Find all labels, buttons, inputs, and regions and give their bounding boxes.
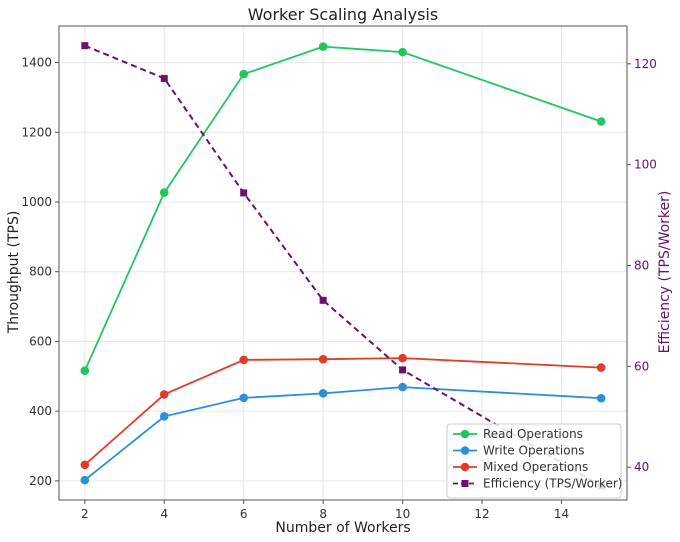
series-2 — [80, 353, 606, 470]
y2-tick-label: 100 — [634, 158, 657, 172]
data-point — [239, 393, 248, 403]
series-line — [84, 357, 602, 466]
x-tick-label: 2 — [81, 507, 89, 521]
series-line — [84, 44, 602, 487]
legend-item: Read Operations — [453, 427, 583, 441]
y2-tick-label: 80 — [634, 259, 649, 273]
y2-tick-label: 40 — [634, 460, 649, 474]
x-tick-label: 14 — [554, 507, 569, 521]
legend-swatch-marker — [461, 480, 469, 487]
y-axis-right: 40 60 80 100 120 — [627, 57, 657, 474]
y2-axis-title: Efficiency (TPS/Worker) — [657, 191, 673, 354]
data-point — [319, 296, 327, 304]
x-tick-label: 6 — [240, 507, 248, 521]
data-point — [159, 412, 169, 421]
legend-label: Read Operations — [483, 427, 583, 441]
y-tick-label: 1200 — [21, 125, 52, 139]
legend-label: Efficiency (TPS/Worker) — [483, 477, 622, 491]
y-tick-label: 400 — [29, 404, 52, 418]
x-tick-label: 4 — [160, 507, 168, 521]
legend-label: Write Operations — [483, 444, 584, 458]
data-point — [596, 393, 606, 403]
y-tick-label: 1400 — [21, 56, 52, 70]
legend-item: Write Operations — [453, 444, 584, 458]
data-point — [318, 42, 328, 51]
chart-title: Worker Scaling Analysis — [248, 5, 438, 24]
legend-label: Mixed Operations — [483, 460, 588, 474]
legend-item: Efficiency (TPS/Worker) — [453, 477, 622, 491]
data-point — [159, 390, 169, 399]
legend-swatch-marker — [460, 446, 470, 455]
series-layer — [80, 42, 606, 490]
y-axis-left: 200 400 600 800 1000 1200 1400 — [21, 56, 59, 488]
series-3 — [81, 42, 605, 490]
series-0 — [80, 42, 606, 375]
y2-tick-label: 60 — [634, 359, 649, 373]
data-point — [80, 366, 90, 375]
y-tick-label: 800 — [29, 265, 52, 279]
series-line — [83, 45, 602, 372]
data-point — [239, 69, 248, 79]
data-point — [160, 74, 168, 82]
y-tick-label: 600 — [29, 334, 52, 348]
legend-item: Mixed Operations — [453, 460, 588, 474]
data-point — [318, 389, 328, 398]
data-point — [596, 363, 606, 372]
y2-tick-label: 120 — [634, 57, 657, 71]
data-point — [398, 382, 407, 392]
legend-swatch-marker — [460, 429, 470, 439]
data-point — [398, 47, 407, 57]
data-point — [80, 475, 90, 485]
x-axis: 2 4 6 8 10 12 14 — [81, 500, 569, 521]
x-axis-title: Number of Workers — [275, 520, 410, 536]
data-point — [239, 355, 248, 365]
x-tick-label: 8 — [319, 507, 327, 521]
y-tick-label: 200 — [29, 474, 52, 488]
data-point — [399, 366, 407, 374]
grid — [59, 26, 627, 500]
data-point — [318, 354, 328, 364]
data-point — [80, 460, 90, 470]
legend-box — [446, 423, 622, 499]
data-point — [81, 42, 89, 50]
legend-swatch-marker — [460, 462, 470, 472]
x-tick-label: 10 — [395, 507, 410, 521]
y-tick-label: 1000 — [21, 195, 52, 209]
x-tick-label: 12 — [474, 507, 489, 521]
data-point — [240, 189, 248, 197]
data-point — [398, 353, 407, 363]
data-point — [596, 117, 606, 126]
plot-frame — [58, 25, 628, 501]
data-point — [159, 188, 169, 197]
y-axis-title: Throughput (TPS) — [6, 211, 22, 335]
legend: Read Operations Write Operations Mixed Ope… — [446, 423, 622, 499]
